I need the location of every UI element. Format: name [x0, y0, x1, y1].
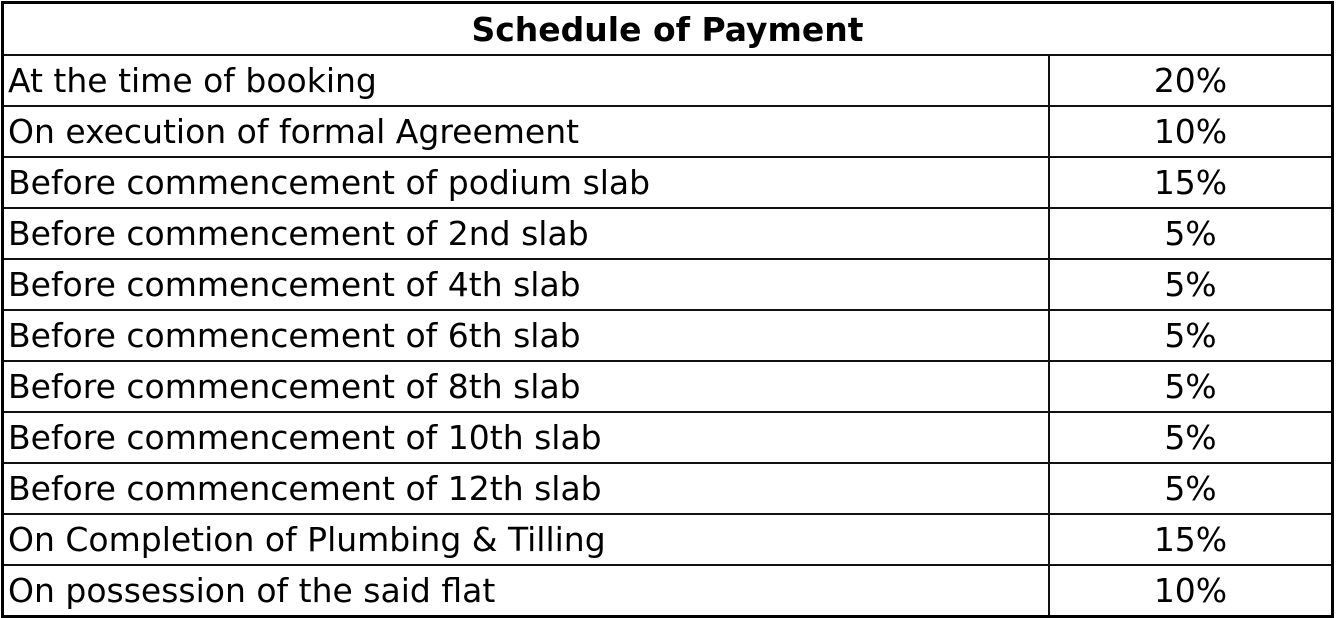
table-row: At the time of booking 20%: [1, 54, 1334, 107]
table-row: Before commencement of 12th slab 5%: [1, 462, 1334, 515]
payment-percent: 15%: [1048, 513, 1334, 566]
table-row: Before commencement of podium slab 15%: [1, 156, 1334, 209]
payment-stage: At the time of booking: [1, 54, 1050, 107]
payment-stage: Before commencement of 6th slab: [1, 309, 1050, 362]
table-row: Before commencement of 10th slab 5%: [1, 411, 1334, 464]
table-row: Before commencement of 8th slab 5%: [1, 360, 1334, 413]
payment-stage: On execution of formal Agreement: [1, 105, 1050, 158]
payment-percent: 5%: [1048, 411, 1334, 464]
table-row: On possession of the said flat 10%: [1, 564, 1334, 618]
payment-stage: Before commencement of 12th slab: [1, 462, 1050, 515]
payment-percent: 20%: [1048, 54, 1334, 107]
payment-percent: 10%: [1048, 564, 1334, 618]
title-row: Schedule of Payment: [1, 1, 1334, 56]
table-title: Schedule of Payment: [1, 1, 1334, 56]
table-row: Before commencement of 6th slab 5%: [1, 309, 1334, 362]
payment-stage: Before commencement of podium slab: [1, 156, 1050, 209]
payment-percent: 5%: [1048, 258, 1334, 311]
table-row: Before commencement of 2nd slab 5%: [1, 207, 1334, 260]
table-row: On Completion of Plumbing & Tilling 15%: [1, 513, 1334, 566]
payment-percent: 5%: [1048, 207, 1334, 260]
table-row: On execution of formal Agreement 10%: [1, 105, 1334, 158]
payment-stage: On Completion of Plumbing & Tilling: [1, 513, 1050, 566]
payment-percent: 10%: [1048, 105, 1334, 158]
table-row: Before commencement of 4th slab 5%: [1, 258, 1334, 311]
payment-percent: 5%: [1048, 309, 1334, 362]
payment-stage: Before commencement of 8th slab: [1, 360, 1050, 413]
payment-percent: 5%: [1048, 360, 1334, 413]
payment-stage: Before commencement of 10th slab: [1, 411, 1050, 464]
payment-stage: Before commencement of 4th slab: [1, 258, 1050, 311]
payment-percent: 5%: [1048, 462, 1334, 515]
payment-percent: 15%: [1048, 156, 1334, 209]
payment-stage: Before commencement of 2nd slab: [1, 207, 1050, 260]
payment-stage: On possession of the said flat: [1, 564, 1050, 618]
